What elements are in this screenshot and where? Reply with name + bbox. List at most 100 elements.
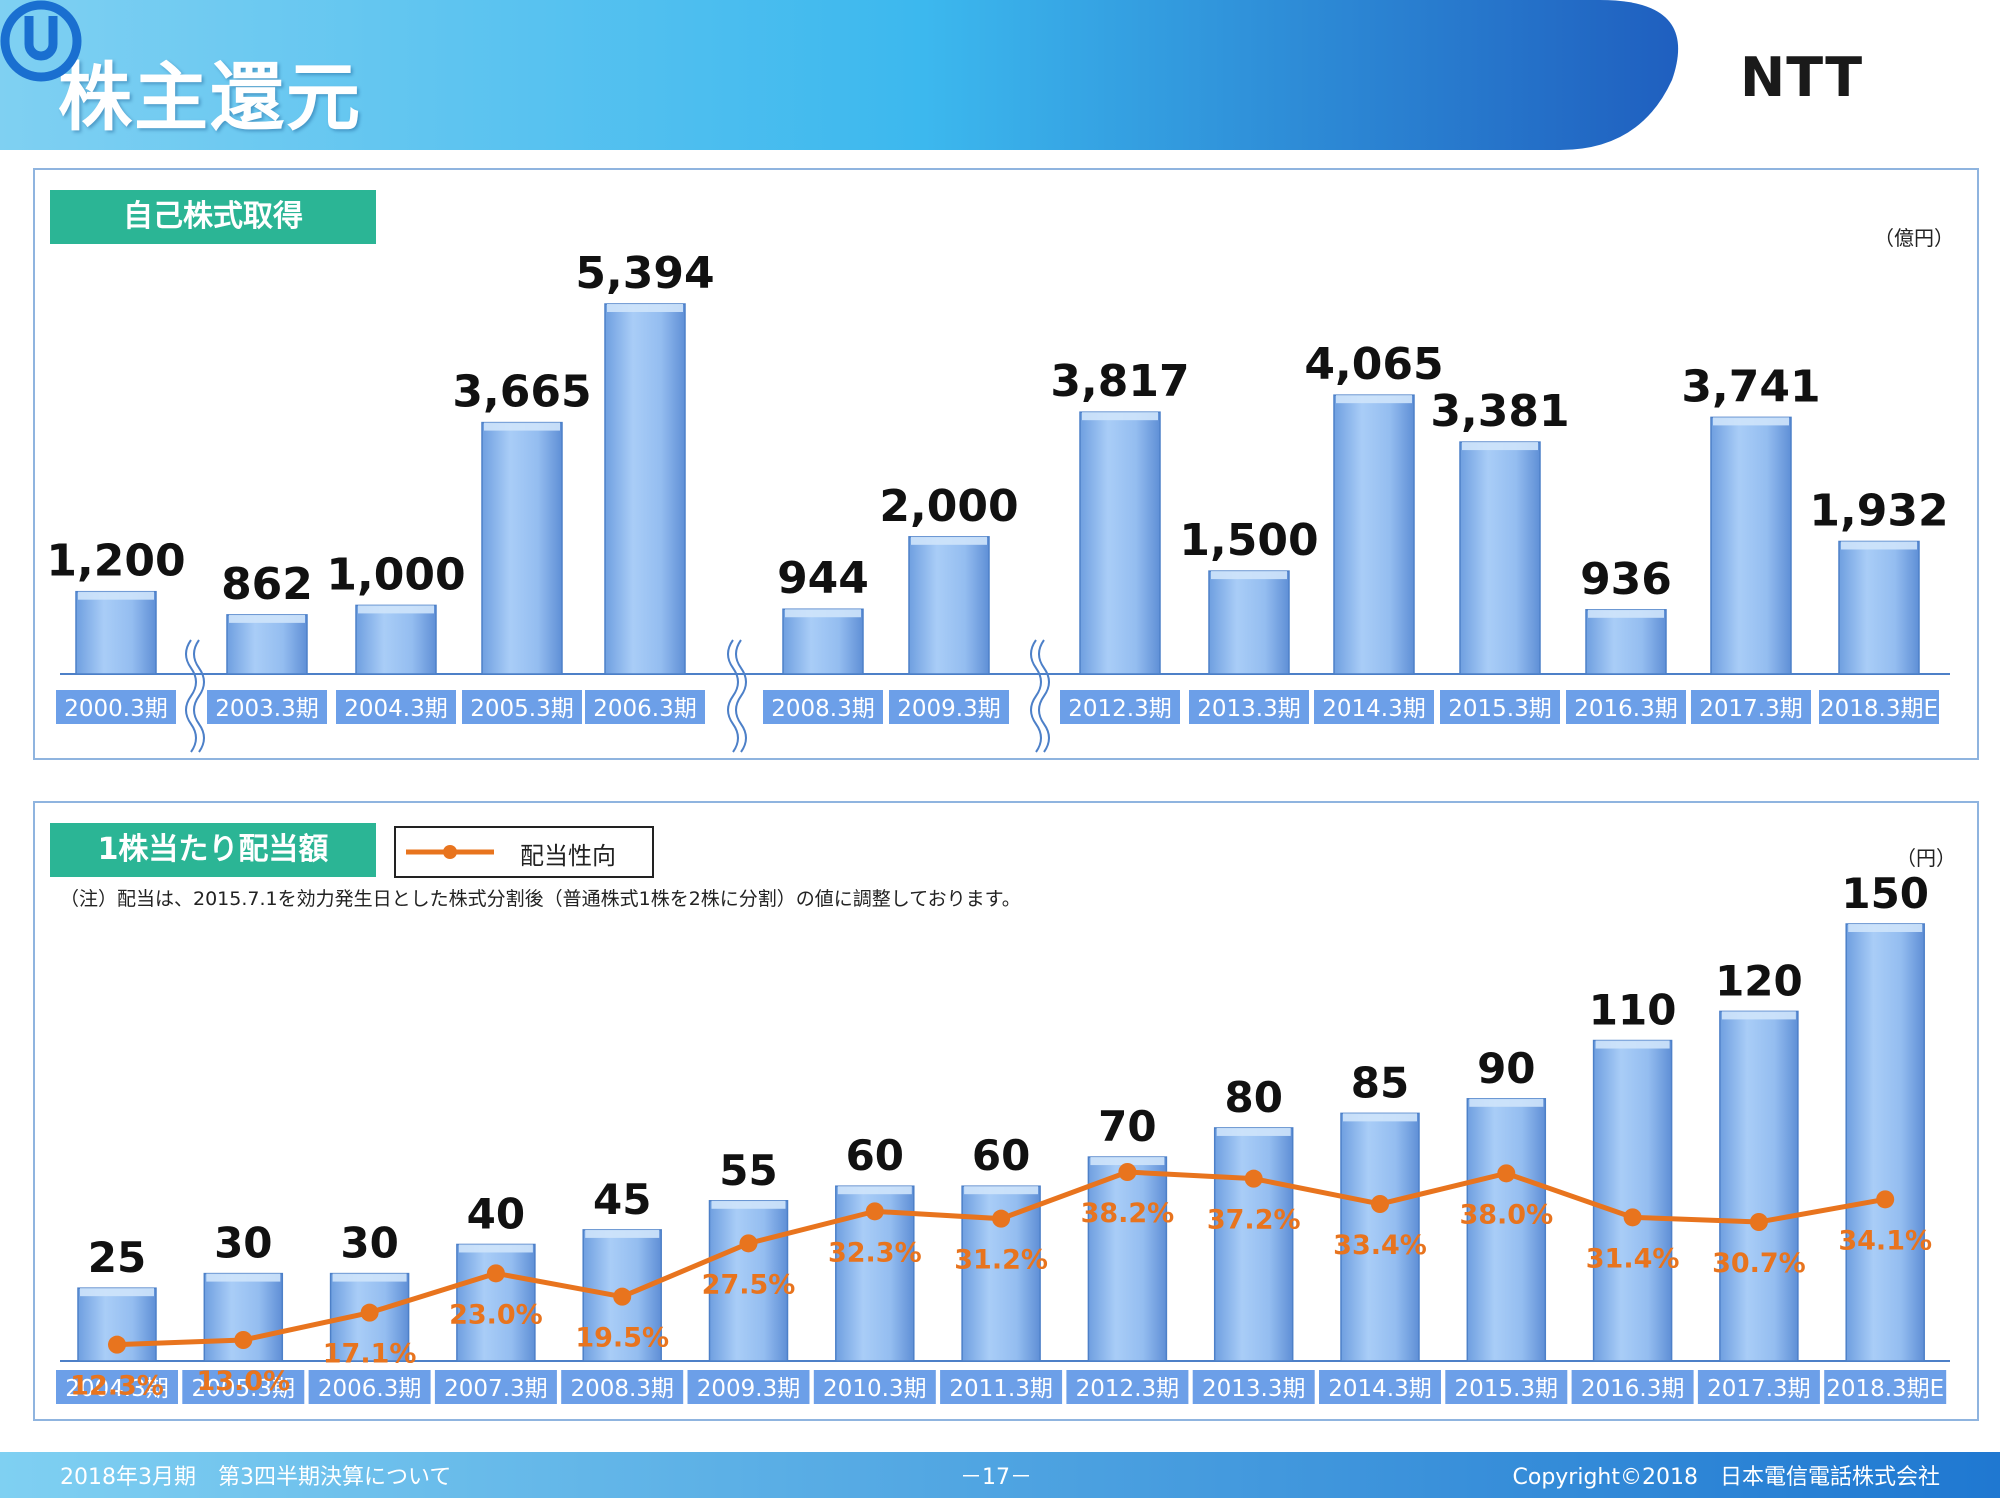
dividend-category-label: 2013.3期	[1202, 1376, 1305, 1402]
dividend-value-label: 55	[719, 1146, 777, 1195]
dividend-bar-8-body	[1087, 1156, 1168, 1362]
buyback-bar-3	[481, 421, 563, 675]
dividend-category-label: 2018.3期E	[1826, 1376, 1944, 1402]
dividend-bar-11	[1466, 1098, 1547, 1362]
dividend-value-label: 40	[467, 1189, 525, 1238]
axis-break-mark	[185, 639, 197, 753]
share-buyback-chart: 1,200 2000.3期 862 2003.3期 1,000 2004.3期 3,665 2…	[46, 248, 1950, 753]
dividend-category-bg	[940, 1370, 1063, 1404]
dividend-bar-10	[1340, 1112, 1420, 1362]
payout-ratio-label: 31.2%	[954, 1245, 1048, 1276]
axis-break-mark	[727, 639, 739, 753]
buyback-bar-0-top	[78, 591, 154, 600]
payout-ratio-point	[1118, 1163, 1137, 1181]
dividend-category-label: 2015.3期	[1455, 1376, 1558, 1402]
dividend-category-label: 2008.3期	[570, 1376, 673, 1402]
buyback-category-bg	[1566, 690, 1686, 724]
payout-ratio-point	[108, 1335, 126, 1354]
buyback-bar-10-body	[1459, 441, 1541, 675]
buyback-bar-8-body	[1208, 570, 1290, 675]
buyback-bar-7-top	[1082, 412, 1158, 421]
payout-ratio-point	[1876, 1190, 1895, 1209]
buyback-category-bg	[56, 690, 176, 724]
buyback-category-label: 2008.3期	[771, 696, 874, 722]
payout-ratio-point	[1244, 1169, 1263, 1188]
buyback-bar-11-body	[1585, 609, 1667, 675]
dividend-bar-3-top	[458, 1244, 533, 1253]
axis-break-mark	[735, 639, 747, 753]
payout-ratio-label: 32.3%	[828, 1237, 922, 1268]
payout-ratio-point	[739, 1234, 758, 1253]
dividend-bar-13-body	[1719, 1010, 1799, 1362]
dividend-bar-12-body	[1592, 1039, 1673, 1362]
dividend-value-label: 150	[1841, 869, 1929, 918]
dividend-bar-10-body	[1340, 1112, 1420, 1362]
buyback-bar-10	[1459, 441, 1541, 675]
legend-line-marker	[406, 845, 494, 859]
buyback-category-bg	[1060, 690, 1180, 724]
dividend-bar-5	[708, 1200, 789, 1362]
dividend-category-label: 2005.3期	[192, 1376, 295, 1402]
buyback-bar-7-body	[1079, 411, 1161, 675]
dividend-bar-9-top	[1216, 1127, 1291, 1136]
buyback-bar-12-body	[1710, 416, 1792, 675]
buyback-bar-8-top	[1211, 571, 1287, 580]
buyback-category-label: 2003.3期	[215, 696, 318, 722]
buyback-bar-2-top	[358, 605, 434, 614]
dividend-category-bg	[1571, 1370, 1694, 1404]
buyback-category-label: 2016.3期	[1574, 696, 1677, 722]
dividend-bar-4-top	[585, 1229, 660, 1238]
dividend-category-label: 2017.3期	[1707, 1376, 1810, 1402]
payout-ratio-point	[1371, 1195, 1389, 1213]
buyback-bar-9	[1333, 394, 1415, 675]
payout-ratio-label: 19.5%	[575, 1323, 669, 1354]
dividend-value-label: 30	[340, 1219, 398, 1268]
buyback-bar-5	[782, 608, 864, 675]
dividend-category-bg	[1697, 1370, 1820, 1404]
payout-ratio-label: 17.1%	[323, 1339, 417, 1370]
axis-break-mark	[1038, 639, 1050, 753]
dividend-bar-7-top	[964, 1186, 1039, 1195]
ntt-logo-icon	[0, 0, 82, 82]
dividend-category-bg	[434, 1370, 557, 1404]
buyback-category-bg	[336, 690, 456, 724]
buyback-value-label: 2,000	[879, 481, 1018, 532]
buyback-value-label: 3,741	[1681, 361, 1820, 412]
buyback-bar-6	[908, 536, 990, 675]
buyback-bar-4	[604, 303, 686, 675]
dividend-category-label: 2014.3期	[1328, 1376, 1431, 1402]
dividend-bar-0-top	[80, 1288, 154, 1297]
buyback-value-label: 862	[221, 559, 313, 610]
buyback-bar-6-top	[911, 536, 987, 545]
buyback-category-label: 2013.3期	[1197, 696, 1300, 722]
buyback-category-label: 2014.3期	[1322, 696, 1425, 722]
dividend-bar-2-top	[332, 1273, 407, 1282]
dividend-category-label: 2006.3期	[318, 1376, 421, 1402]
dividend-bar-9	[1213, 1127, 1294, 1362]
copyright-text: Copyright©2018 日本電信電話株式会社	[1512, 1465, 1941, 1490]
payout-ratio-point	[613, 1287, 632, 1306]
dividend-bar-8-top	[1090, 1157, 1165, 1166]
footer-left-text: 2018年3月期 第3四半期決算について	[60, 1465, 452, 1490]
dividend-category-label: 2004.3期	[65, 1376, 168, 1402]
payout-ratio-label: 33.4%	[1333, 1230, 1427, 1261]
buyback-category-bg	[462, 690, 582, 724]
payout-ratio-label: 27.5%	[702, 1269, 796, 1300]
buyback-category-label: 2004.3期	[344, 696, 447, 722]
buyback-category-label: 2009.3期	[897, 696, 1000, 722]
buyback-bar-2	[355, 604, 437, 675]
axis-break-mark	[193, 639, 205, 753]
payout-ratio-point	[992, 1209, 1011, 1228]
dividend-note: （注）配当は、2015.7.1を効力発生日とした株式分割後（普通株式1株を2株に…	[60, 888, 1021, 910]
dividend-bar-6-top	[837, 1186, 912, 1195]
legend: 配当性向	[394, 826, 654, 878]
buyback-value-label: 944	[777, 553, 869, 604]
dividend-category-label: 2010.3期	[823, 1376, 926, 1402]
buyback-value-label: 936	[1580, 554, 1672, 605]
dividend-bar-3-body	[456, 1243, 536, 1362]
buyback-bar-10-top	[1462, 442, 1538, 451]
buyback-bar-1-top	[229, 614, 305, 623]
dividend-bar-14	[1845, 923, 1925, 1362]
dividend-bar-14-top	[1848, 924, 1923, 932]
dividend-bar-8	[1087, 1156, 1168, 1362]
